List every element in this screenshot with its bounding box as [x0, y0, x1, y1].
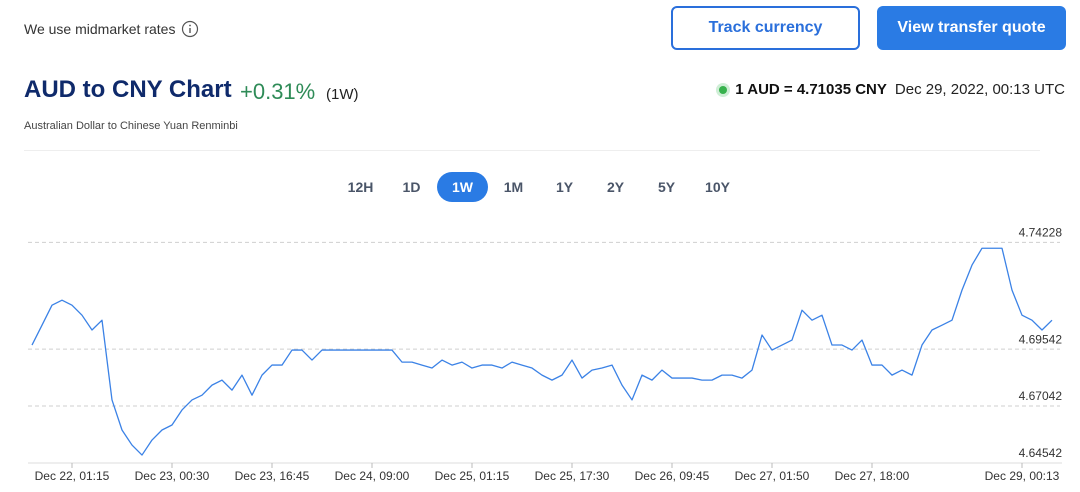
y-tick-label: 4.64542: [1019, 446, 1063, 460]
timestamp: Dec 29, 2022, 00:13 UTC: [894, 81, 1065, 98]
range-tab[interactable]: 2Y: [606, 179, 625, 195]
x-tick-label: Dec 22, 01:15: [35, 469, 110, 483]
info-icon[interactable]: [181, 20, 199, 38]
track-currency-button[interactable]: Track currency: [671, 6, 860, 50]
rate: 1 AUD = 4.71035 CNY: [735, 81, 887, 98]
range-tab[interactable]: 1W: [437, 172, 488, 202]
chart-title: AUD to CNY Chart: [24, 76, 232, 103]
range-tab[interactable]: 10Y: [705, 179, 730, 195]
x-tick-label: Dec 24, 09:00: [335, 469, 410, 483]
divider: [24, 150, 1040, 151]
range-tab[interactable]: 1M: [503, 179, 524, 195]
x-tick-label: Dec 25, 17:30: [535, 469, 610, 483]
x-tick-label: Dec 23, 16:45: [235, 469, 310, 483]
x-tick-label: Dec 29, 00:13: [985, 469, 1060, 483]
y-tick-label: 4.67042: [1019, 389, 1063, 403]
range-tab[interactable]: 1D: [402, 179, 421, 195]
range-tab[interactable]: 1Y: [555, 179, 574, 195]
range-tabs: 12H 1D 1W 1M 1Y 2Y 5Y 10Y: [335, 172, 743, 202]
subtitle: Australian Dollar to Chinese Yuan Renmin…: [24, 120, 238, 132]
x-tick-label: Dec 25, 01:15: [435, 469, 510, 483]
rates-note: We use midmarket rates: [24, 20, 199, 38]
change: +0.31%: [240, 79, 316, 104]
y-tick-label: 4.74228: [1019, 226, 1063, 240]
y-tick-label: 4.69542: [1019, 332, 1063, 346]
transfer-quote-button[interactable]: View transfer quote: [877, 6, 1066, 50]
rate-line: [31, 247, 1053, 456]
x-tick-label: Dec 27, 18:00: [835, 469, 910, 483]
x-tick-label: Dec 26, 09:45: [635, 469, 710, 483]
x-tick-label: Dec 27, 01:50: [735, 469, 810, 483]
live-dot: [719, 85, 728, 94]
x-tick-label: Dec 23, 00:30: [135, 469, 210, 483]
range-tab[interactable]: 5Y: [657, 179, 676, 195]
rate-box: 1 AUD = 4.71035 CNY Dec 29, 2022, 00:13 …: [719, 81, 1065, 98]
range-tab[interactable]: 12H: [347, 179, 374, 195]
note-text: We use midmarket rates: [24, 21, 176, 37]
period: (1W): [326, 86, 359, 103]
